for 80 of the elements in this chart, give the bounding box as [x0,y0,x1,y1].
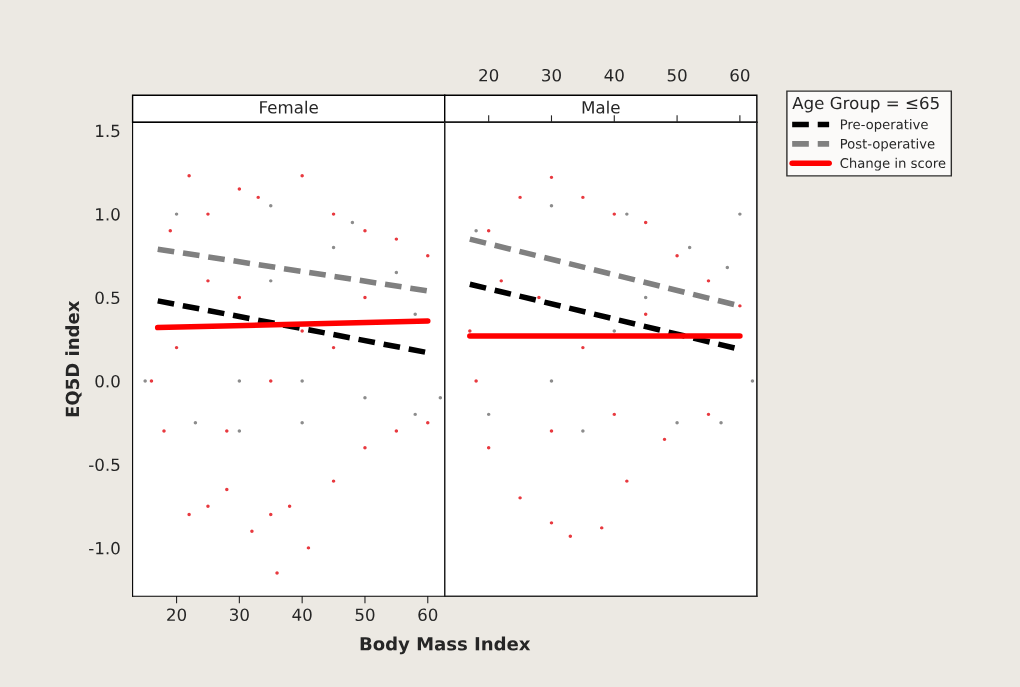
legend-label: Pre-operative [840,119,928,132]
point [300,329,304,333]
point [725,265,730,270]
point [206,212,210,216]
point [662,437,667,442]
point [738,212,742,216]
chart-title: Male [582,100,620,114]
point [687,245,692,250]
point [143,379,147,383]
point [675,254,679,258]
point [468,329,472,333]
point [174,345,179,350]
x-tick-label: 30 [230,608,249,622]
x2-tick-label: 30 [542,68,561,82]
y-tick-label: 0.0 [95,374,120,388]
point [438,395,443,400]
point [643,295,648,300]
point [719,421,723,425]
x-tick-label: 50 [355,608,375,622]
point [269,512,273,517]
point [193,421,198,425]
point [518,496,522,500]
point [300,174,304,178]
point [225,487,229,492]
point [275,571,279,575]
y-tick-label: 0.5 [95,291,120,305]
y-tick-label: -1.0 [89,541,120,555]
point [612,329,616,333]
point [706,279,711,283]
point [643,220,648,225]
point [474,379,478,383]
chart-title: Female [260,100,318,114]
point [625,212,629,216]
point [206,504,210,508]
x-tick-label: 60 [418,608,438,622]
point [394,270,399,275]
point [612,412,616,417]
point [269,379,273,383]
point [331,245,336,250]
point [187,174,191,178]
point [600,526,604,530]
x2-tick-label: 20 [479,68,499,82]
point [675,421,679,425]
legend-title: Age Group = ≤65 [792,96,939,113]
point [363,446,367,450]
x2-tick-label: 40 [604,68,624,82]
y-tick-label: 1.0 [96,208,120,221]
point [206,279,210,283]
point [549,175,554,180]
y-tick-label: -0.5 [89,458,120,472]
y-tick-label: 1.5 [96,124,120,138]
y-axis-title: EQ5D index [65,300,82,417]
point [350,220,355,225]
x-tick-label: 40 [292,608,312,622]
point [331,479,336,483]
point [287,504,292,508]
point [162,429,166,433]
point [581,195,585,200]
point [394,237,399,241]
point [706,412,711,417]
point [486,412,491,417]
point [581,345,585,350]
point [363,395,367,400]
point [331,345,336,350]
legend-label: Post-operative [840,138,935,152]
x-axis-title: Body Mass Index [360,636,531,655]
x-tick-label: 20 [167,608,187,622]
point [225,429,229,433]
point [474,229,478,233]
point [250,529,254,533]
legend-label: Change in score [840,157,946,171]
point [363,229,367,233]
x2-tick-label: 60 [730,68,750,82]
x2-tick-label: 50 [667,68,687,82]
point [237,295,242,300]
point [300,421,304,425]
point [300,379,304,383]
point [549,204,554,208]
point [612,212,616,216]
point [581,429,585,433]
